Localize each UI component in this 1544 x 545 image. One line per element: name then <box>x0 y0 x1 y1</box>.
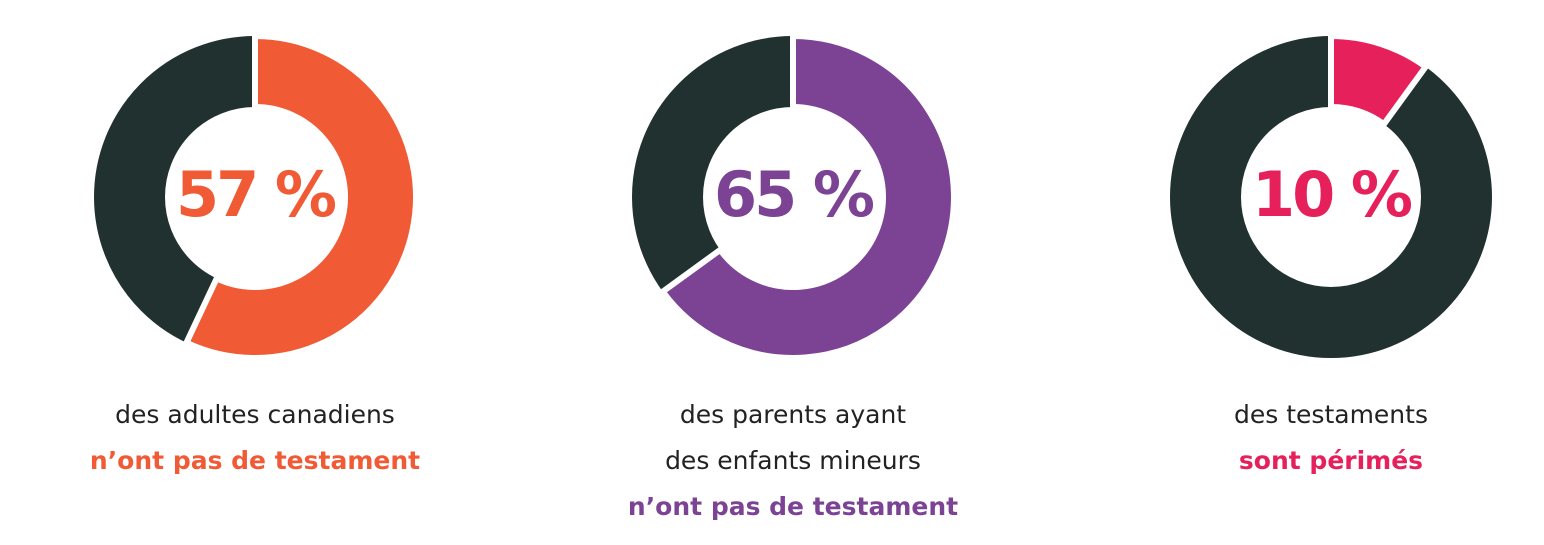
caption-line: des enfants mineurs <box>665 446 921 475</box>
caption-line: des parents ayant <box>680 400 906 429</box>
caption-line: des adultes canadiens <box>115 400 395 429</box>
center-value: 65 % <box>714 158 874 231</box>
caption-highlight: sont périmés <box>1239 446 1423 475</box>
caption-highlight: n’ont pas de testament <box>628 492 958 521</box>
caption-highlight: n’ont pas de testament <box>90 446 420 475</box>
caption-line: des testaments <box>1234 400 1428 429</box>
donut-segment <box>658 32 957 361</box>
donut-segment <box>1328 32 1430 129</box>
center-value: 10 % <box>1252 158 1412 231</box>
center-value: 57 % <box>176 158 336 231</box>
donut-segment <box>182 32 419 361</box>
